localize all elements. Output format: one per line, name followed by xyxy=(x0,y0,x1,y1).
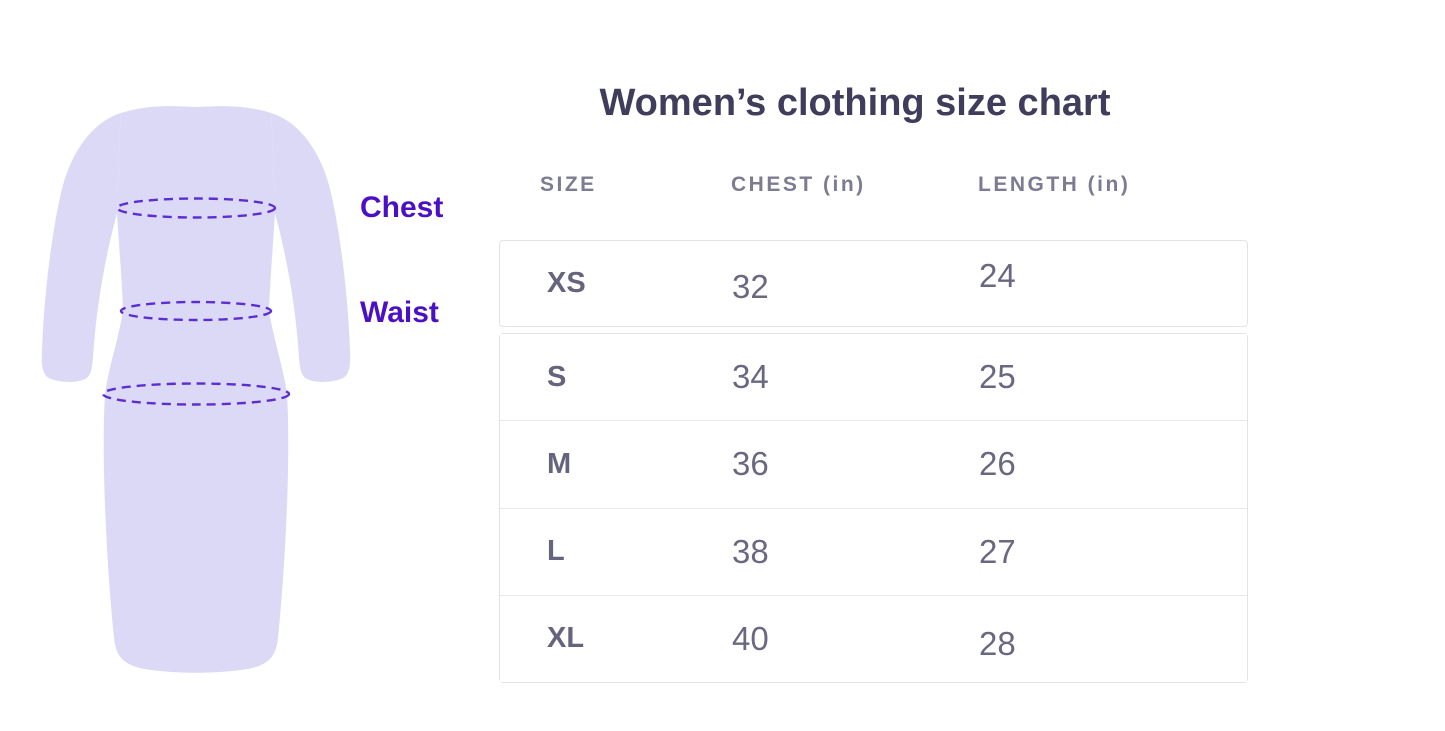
column-header-chest: CHEST (in) xyxy=(731,173,866,196)
dress-right-sleeve xyxy=(271,113,351,382)
table-row: XS 32 24 xyxy=(499,240,1248,327)
dress-body-shape xyxy=(103,106,289,673)
hip-measurement-line xyxy=(101,382,291,406)
page-title: Women’s clothing size chart xyxy=(599,82,1111,124)
column-header-length: LENGTH (in) xyxy=(978,173,1131,196)
table-row: L 38 27 xyxy=(500,507,1247,595)
length-cell: 28 xyxy=(979,624,1016,662)
length-cell: 25 xyxy=(979,358,1016,396)
dress-left-sleeve xyxy=(41,113,122,382)
length-cell: 24 xyxy=(979,256,1016,294)
size-cell: S xyxy=(547,360,567,393)
table-row: XL 40 28 xyxy=(500,594,1247,682)
length-cell: 27 xyxy=(979,532,1016,570)
dress-illustration xyxy=(41,106,351,673)
size-cell: L xyxy=(547,535,565,568)
chest-cell: 32 xyxy=(732,267,769,305)
table-row: M 36 26 xyxy=(500,420,1247,508)
size-cell: XS xyxy=(547,267,586,299)
size-cell: XL xyxy=(547,622,585,655)
table-row: S 34 25 xyxy=(500,334,1247,421)
size-cell: M xyxy=(547,447,572,480)
chest-label: Chest xyxy=(360,191,444,224)
table-header-row: SIZE CHEST (in) LENGTH (in) xyxy=(499,173,1248,197)
column-header-size: SIZE xyxy=(540,173,597,196)
length-cell: 26 xyxy=(979,445,1016,483)
chest-cell: 34 xyxy=(732,358,769,396)
chest-cell: 38 xyxy=(732,532,769,570)
chest-measurement-line xyxy=(115,197,277,219)
waist-measurement-line xyxy=(119,300,273,322)
waist-label: Waist xyxy=(360,296,439,329)
chest-cell: 36 xyxy=(732,445,769,483)
chest-cell: 40 xyxy=(732,619,769,657)
table-row-group: S 34 25 M 36 26 L 38 27 XL 40 28 xyxy=(499,333,1248,683)
